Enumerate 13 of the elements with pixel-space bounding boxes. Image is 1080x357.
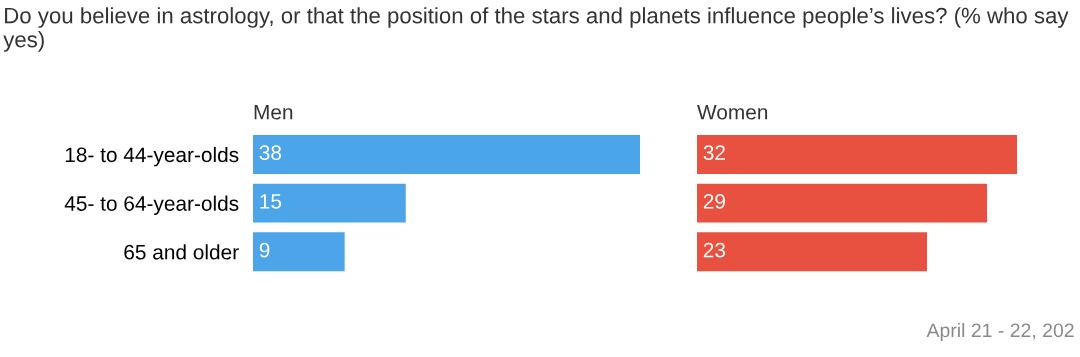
chart-subtitle: Women [697,105,768,120]
text: April 21 - 22, 202 [926,322,1074,342]
chart-subtitle: Men [254,105,293,120]
y-tick-label: 18- to 44-year-olds [65,146,239,167]
y-tick-label: 45- to 64-year-olds [64,195,239,215]
data-label: 15 [260,194,282,209]
chart-title: Do you believe in astrology, or that the position of the stars and planets influence people’s lives? (% who say yes) [3,7,1069,52]
data-label: 38 [259,145,282,161]
data-label: 29 [703,193,725,209]
data-label: 9 [259,242,270,258]
y-tick-label: 65 and older [124,244,239,260]
data-label: 23 [703,242,726,258]
data-label: 32 [703,145,725,161]
